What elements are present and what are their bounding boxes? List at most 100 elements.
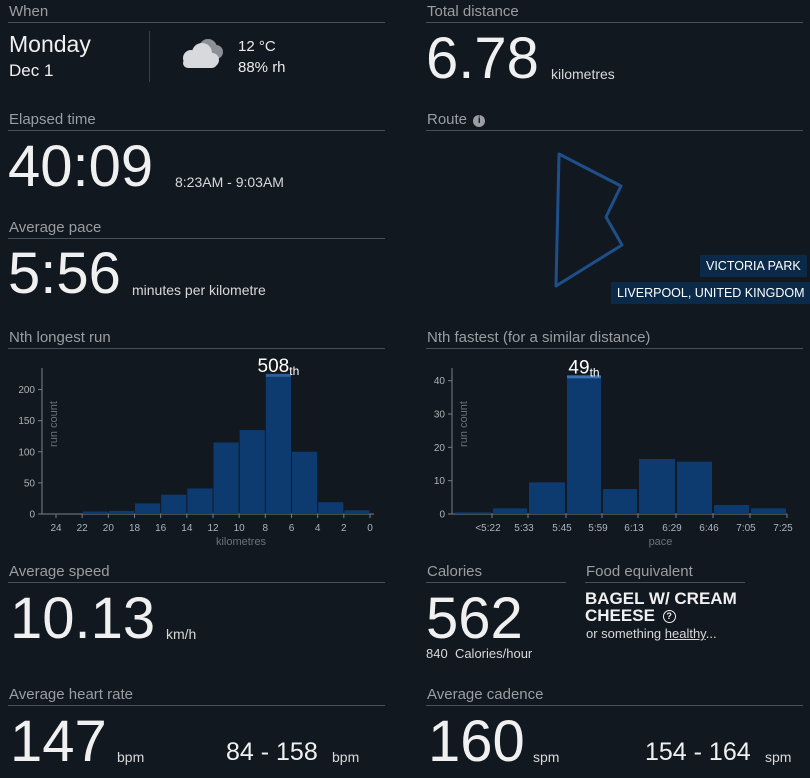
rank-suffix: th — [289, 364, 299, 378]
highlight-cap — [567, 375, 601, 379]
x-axis-label: pace — [649, 536, 673, 548]
x-tick-label: 2 — [341, 523, 347, 534]
x-tick-label: 24 — [50, 523, 62, 534]
rank-marker: 49th — [568, 357, 599, 379]
food-name-line1: BAGEL W/ CREAM — [585, 589, 737, 608]
histogram-bar — [567, 377, 601, 514]
pace-value: 5:56 — [8, 241, 121, 306]
x-tick-label: 16 — [155, 523, 167, 534]
rank-marker: 508th — [258, 356, 300, 378]
healthy-link[interactable]: healthy — [664, 626, 706, 641]
x-tick-label: 18 — [129, 523, 141, 534]
elapsed-value: 40:09 — [8, 134, 154, 199]
calories-divider — [426, 582, 566, 583]
heart-range-unit: bpm — [332, 749, 360, 765]
when-separator — [149, 31, 150, 82]
y-tick-label: 50 — [24, 478, 36, 489]
x-tick-label: 7:05 — [736, 523, 756, 534]
speed-divider — [8, 582, 385, 583]
x-tick-label: 5:45 — [552, 523, 572, 534]
x-tick-label: 14 — [181, 523, 193, 534]
x-tick-label: 6:13 — [624, 523, 644, 534]
nth-fastest-divider — [426, 348, 803, 349]
histogram-bar — [82, 511, 108, 514]
location-park: VICTORIA PARK — [700, 255, 807, 277]
day-name: Monday — [9, 31, 91, 57]
cadence-range: 154 - 164 — [645, 738, 751, 766]
histogram-bar — [239, 430, 265, 514]
elapsed-divider — [8, 130, 385, 131]
pace-header: Average pace — [9, 219, 102, 236]
rank-number: 508 — [258, 356, 290, 377]
help-circle-icon[interactable]: ? — [662, 610, 676, 623]
histogram-bar — [108, 510, 134, 514]
calories-value: 562 — [426, 586, 523, 651]
elapsed-header: Elapsed time — [9, 111, 96, 128]
histogram-bar — [493, 508, 527, 514]
histogram-bar — [603, 489, 637, 514]
food-note-prefix: or something — [586, 626, 665, 641]
food-note: or something healthy... — [586, 626, 717, 641]
cadence-divider — [426, 705, 803, 706]
info-icon[interactable]: i — [473, 115, 486, 127]
nth-longest-divider — [8, 348, 385, 349]
when-divider — [8, 22, 385, 23]
nth-longest-header: Nth longest run — [9, 329, 111, 346]
route-map[interactable] — [426, 131, 803, 331]
heart-unit: bpm — [117, 749, 145, 765]
elapsed-range: 8:23AM - 9:03AM — [175, 174, 284, 190]
x-tick-label: 6:29 — [662, 523, 682, 534]
x-tick-label: 5:59 — [588, 523, 608, 534]
y-tick-label: 10 — [434, 476, 446, 487]
pace-unit: minutes per kilometre — [132, 282, 266, 298]
route-path — [554, 152, 624, 288]
food-name: BAGEL W/ CREAM CHEESE ? — [585, 590, 737, 624]
cadence-value: 160 — [428, 709, 525, 774]
cadence-unit: spm — [533, 749, 560, 765]
y-tick-label: 0 — [29, 510, 35, 521]
x-tick-label: 4 — [315, 523, 321, 534]
histogram-bar — [751, 508, 786, 514]
nth-fastest-header: Nth fastest (for a similar distance) — [427, 329, 651, 346]
x-tick-label: 20 — [103, 523, 115, 534]
distance-divider — [426, 22, 803, 23]
y-tick-label: 40 — [434, 376, 446, 387]
y-tick-label: 200 — [18, 385, 35, 396]
histogram-bar — [135, 503, 161, 514]
x-tick-label: 12 — [207, 523, 219, 534]
food-note-suffix: ... — [705, 626, 717, 641]
heart-value: 147 — [10, 709, 107, 774]
humidity: 88% rh — [238, 59, 286, 76]
speed-unit: km/h — [166, 626, 197, 642]
x-tick-label: 6 — [289, 523, 295, 534]
heart-divider — [8, 705, 385, 706]
calories-rate-unit: Calories/hour — [454, 646, 533, 661]
x-tick-label: 6:46 — [699, 523, 719, 534]
histogram-bar — [318, 502, 344, 514]
x-tick-label: 0 — [367, 523, 373, 534]
x-tick-label: 22 — [77, 523, 89, 534]
speed-header: Average speed — [9, 563, 110, 580]
x-tick-label: 8 — [263, 523, 269, 534]
route-divider — [426, 130, 803, 131]
histogram-bar — [344, 510, 370, 514]
cadence-range-unit: spm — [765, 749, 792, 765]
highlight-cap — [265, 373, 291, 377]
cadence-header: Average cadence — [427, 686, 544, 703]
heart-header: Average heart rate — [9, 686, 133, 703]
distance-header: Total distance — [427, 3, 519, 20]
food-divider — [585, 582, 745, 583]
x-tick-label: 7:25 — [773, 523, 793, 534]
longest-run-histogram: 0 50 100 150 200 run count 24 22 20 18 16 14 12 10 8 6 4… — [0, 350, 400, 555]
calories-rate: 840 Calories/hour — [426, 646, 532, 661]
pace-divider — [8, 238, 385, 239]
y-tick-label: 30 — [434, 410, 446, 421]
y-tick-label: 0 — [439, 510, 445, 521]
food-name-line2: CHEESE — [585, 606, 655, 625]
route-header-text: Route — [427, 111, 468, 128]
date-text: Dec 1 — [9, 61, 54, 80]
food-name-line2-row: CHEESE ? — [585, 607, 737, 624]
when-header: When — [9, 3, 49, 20]
histogram-bar — [265, 375, 291, 514]
rank-number: 49 — [568, 357, 589, 378]
